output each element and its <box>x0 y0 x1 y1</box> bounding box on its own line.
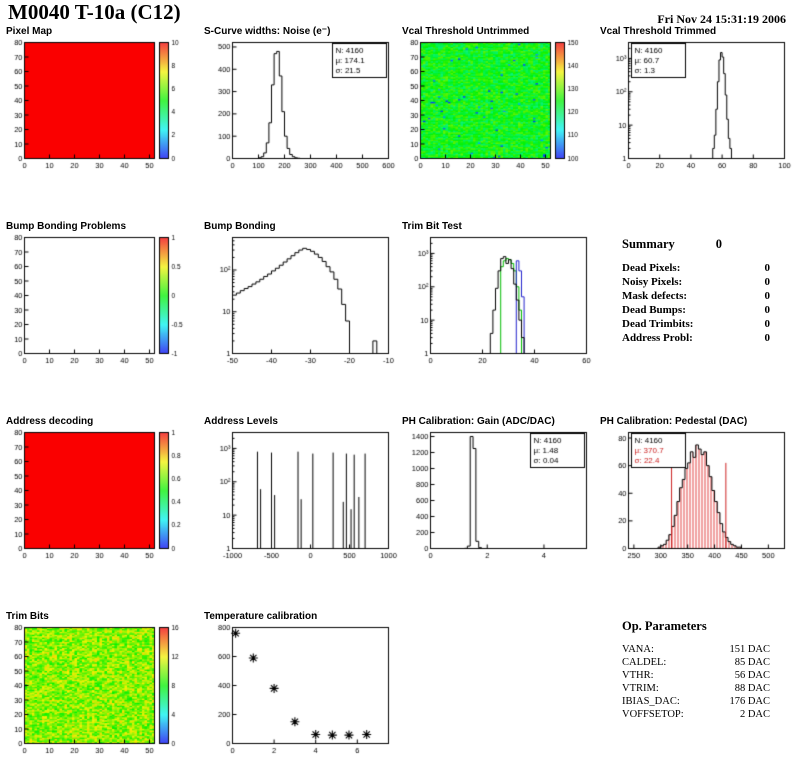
kv-row: CALDEL: 85 DAC <box>622 657 770 668</box>
kv-row: VANA: 151 DAC <box>622 644 770 655</box>
trim-bits-chart <box>4 623 200 761</box>
summary-heading: Summary <box>622 237 675 251</box>
kv-row: VOFFSETOP: 2 DAC <box>622 709 770 720</box>
plot-title-vcal-trimmed: Vcal Threshold Trimmed <box>600 26 717 37</box>
pixel-map-chart <box>4 38 200 176</box>
op-parameters-panel: Op. Parameters VANA: 151 DAC CALDEL: 85 DAC… <box>598 611 796 772</box>
plot-cell-bump-bonding: Bump Bonding <box>202 221 400 416</box>
vcal-trimmed-chart <box>598 38 794 176</box>
plot-cell-bump-problems: Bump Bonding Problems <box>4 221 202 416</box>
scurve-noise-chart <box>202 38 398 176</box>
kv-row: Dead Bumps: 0 <box>622 304 770 316</box>
address-levels-chart <box>202 428 398 566</box>
plot-title-temp-calibration: Temperature calibration <box>204 611 318 622</box>
summary-header: Summary 0 <box>622 237 722 252</box>
plot-cell-vcal-untrimmed: Vcal Threshold Untrimmed <box>400 26 598 221</box>
plot-title-ph-pedestal: PH Calibration: Pedestal (DAC) <box>600 416 748 427</box>
plot-title-pixel-map: Pixel Map <box>6 26 53 37</box>
plot-cell-temp-calibration: Temperature calibration <box>202 611 400 772</box>
plot-cell-scurve-noise: S-Curve widths: Noise (e⁻) <box>202 26 400 221</box>
summary-panel: Summary 0 Dead Pixels: 0 Noisy Pixels: 0 Mas… <box>598 221 796 416</box>
ph-pedestal-chart <box>598 428 794 566</box>
plot-title-address-decoding: Address decoding <box>6 416 94 427</box>
page-title: M0040 T-10a (C12) <box>8 0 181 24</box>
plot-cell-ph-gain: PH Calibration: Gain (ADC/DAC) <box>400 416 598 611</box>
bump-bonding-chart <box>202 233 398 371</box>
kv-row: Noisy Pixels: 0 <box>622 276 770 288</box>
plot-title-vcal-untrimmed: Vcal Threshold Untrimmed <box>402 26 530 37</box>
kv-row: IBIAS_DAC: 176 DAC <box>622 696 770 707</box>
plot-cell-pixel-map: Pixel Map <box>4 26 202 221</box>
plot-cell-address-levels: Address Levels <box>202 416 400 611</box>
plot-title-scurve-noise: S-Curve widths: Noise (e⁻) <box>204 26 331 37</box>
kv-row: VTRIM: 88 DAC <box>622 683 770 694</box>
ph-gain-chart <box>400 428 596 566</box>
plot-title-address-levels: Address Levels <box>204 416 278 427</box>
plot-title-bump-bonding: Bump Bonding <box>204 221 276 232</box>
kv-row: Mask defects: 0 <box>622 290 770 302</box>
kv-row: Dead Trimbits: 0 <box>622 318 770 330</box>
kv-row: Dead Pixels: 0 <box>622 262 770 274</box>
report-date: Fri Nov 24 15:31:19 2006 <box>657 12 786 26</box>
plot-title-ph-gain: PH Calibration: Gain (ADC/DAC) <box>402 416 555 427</box>
bump-problems-chart <box>4 233 200 371</box>
summary-total: 0 <box>715 237 722 251</box>
plot-cell-vcal-trimmed: Vcal Threshold Trimmed <box>598 26 796 221</box>
plot-title-bump-problems: Bump Bonding Problems <box>6 221 126 232</box>
summary-rows: Dead Pixels: 0 Noisy Pixels: 0 Mask defects:… <box>622 261 770 345</box>
kv-row: VTHR: 56 DAC <box>622 670 770 681</box>
trimbit-test-chart <box>400 233 596 371</box>
kv-row: Address Probl: 0 <box>622 332 770 344</box>
op-parameters-rows: VANA: 151 DAC CALDEL: 85 DAC VTHR: 56 DAC VTRI… <box>622 643 770 721</box>
empty-cell <box>400 611 598 772</box>
plot-title-trim-bits: Trim Bits <box>6 611 49 622</box>
plot-cell-address-decoding: Address decoding <box>4 416 202 611</box>
temp-calibration-chart <box>202 623 398 761</box>
address-decoding-chart <box>4 428 200 566</box>
plot-title-trimbit-test: Trim Bit Test <box>402 221 462 232</box>
plots-grid: Pixel Map S-Curve widths: Noise (e⁻) Vca… <box>4 26 796 772</box>
vcal-untrimmed-chart <box>400 38 596 176</box>
op-parameters-heading: Op. Parameters <box>622 619 707 633</box>
plot-cell-trim-bits: Trim Bits <box>4 611 202 772</box>
plot-cell-trimbit-test: Trim Bit Test <box>400 221 598 416</box>
plot-cell-ph-pedestal: PH Calibration: Pedestal (DAC) <box>598 416 796 611</box>
